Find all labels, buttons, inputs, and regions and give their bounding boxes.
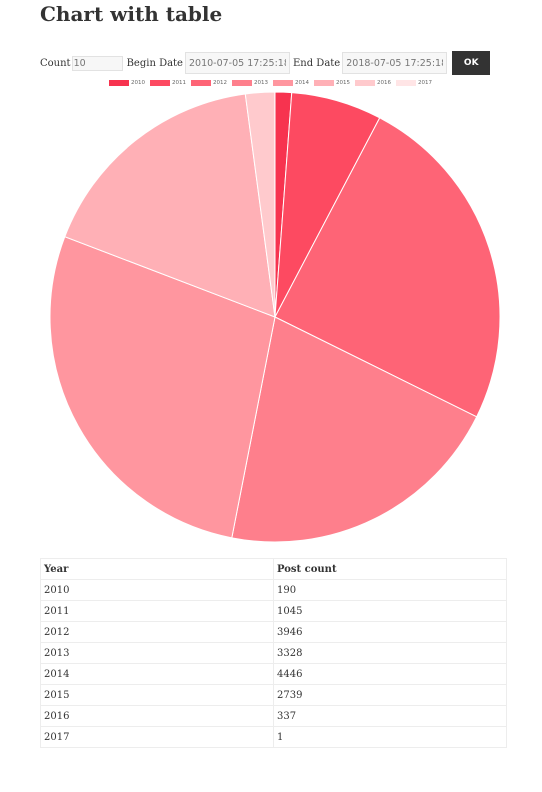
legend-swatch	[273, 80, 293, 86]
table-row: 2014 4446	[40, 663, 507, 685]
table-row: 2016 337	[40, 705, 507, 727]
pie-slice-2013[interactable]	[231, 316, 478, 543]
filter-form: Count Begin Date End Date OK	[40, 51, 491, 75]
count-label: Count	[40, 57, 71, 69]
legend-item[interactable]: 2011	[150, 77, 186, 89]
legend-item[interactable]: 2010	[109, 77, 145, 89]
legend-label: 2010	[131, 80, 145, 86]
legend-item[interactable]: 2017	[396, 77, 432, 89]
header-post-count: Post count	[273, 558, 507, 580]
table-row: 2013 3328	[40, 642, 507, 664]
legend-swatch	[232, 80, 252, 86]
year-cell: 2011	[40, 600, 274, 622]
legend-item[interactable]: 2015	[314, 77, 350, 89]
ok-button[interactable]: OK	[452, 51, 491, 75]
legend-item[interactable]: 2014	[273, 77, 309, 89]
legend-swatch	[150, 80, 170, 86]
pie-slice-2015[interactable]	[64, 93, 276, 318]
year-cell: 2014	[40, 663, 274, 685]
post-count-cell: 337	[273, 705, 507, 727]
year-cell: 2013	[40, 642, 274, 664]
legend-label: 2013	[254, 80, 268, 86]
legend-label: 2017	[418, 80, 432, 86]
legend-item[interactable]: 2013	[232, 77, 268, 89]
pie-slice-2014[interactable]	[49, 236, 276, 539]
table-header-row: Year Post count	[40, 558, 507, 580]
pie-slice-2012[interactable]	[274, 117, 501, 418]
post-count-cell: 1045	[273, 600, 507, 622]
table-row: 2012 3946	[40, 621, 507, 643]
post-count-cell: 3946	[273, 621, 507, 643]
post-count-cell: 190	[273, 579, 507, 601]
end-date-input[interactable]	[342, 52, 448, 74]
table-row: 2011 1045	[40, 600, 507, 622]
legend-swatch	[396, 80, 416, 86]
data-table: Year Post count 2010 190 2011 1045 2012 394…	[40, 558, 507, 748]
year-cell: 2010	[40, 579, 274, 601]
year-cell: 2016	[40, 705, 274, 727]
post-count-cell: 2739	[273, 684, 507, 706]
year-cell: 2015	[40, 684, 274, 706]
table-row: 2017 1	[40, 726, 507, 748]
year-cell: 2012	[40, 621, 274, 643]
begin-date-label: Begin Date	[126, 57, 183, 69]
begin-date-input[interactable]	[184, 52, 290, 74]
end-date-label: End Date	[292, 57, 341, 69]
count-input[interactable]	[71, 55, 123, 71]
chart-legend: 2010 2011 2012 2013 2014 2015 2016 2017	[0, 77, 542, 89]
legend-item[interactable]: 2012	[191, 77, 227, 89]
legend-label: 2011	[172, 80, 186, 86]
page-title: Chart with table	[40, 2, 223, 26]
legend-label: 2016	[377, 80, 391, 86]
year-cell: 2017	[40, 726, 274, 748]
table-row: 2010 190	[40, 579, 507, 601]
post-count-cell: 4446	[273, 663, 507, 685]
legend-swatch	[314, 80, 334, 86]
header-year: Year	[40, 558, 274, 580]
post-count-cell: 1	[273, 726, 507, 748]
legend-label: 2015	[336, 80, 350, 86]
legend-swatch	[191, 80, 211, 86]
table-row: 2015 2739	[40, 684, 507, 706]
legend-swatch	[109, 80, 129, 86]
legend-label: 2014	[295, 80, 309, 86]
legend-swatch	[355, 80, 375, 86]
post-count-cell: 3328	[273, 642, 507, 664]
legend-item[interactable]: 2016	[355, 77, 391, 89]
legend-label: 2012	[213, 80, 227, 86]
